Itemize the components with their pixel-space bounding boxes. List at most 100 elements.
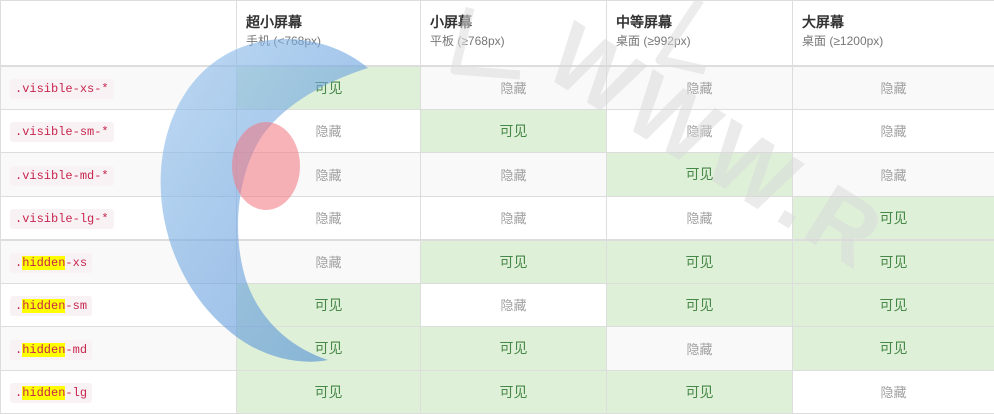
class-rest: visible-lg-* [22,212,109,226]
hidden-label: 隐藏 [500,81,527,96]
visible-label: 可见 [314,296,343,313]
visible-label: 可见 [685,383,714,400]
class-name-cell: .hidden-md [0,326,237,371]
status-cell-xs: 可见 [236,369,421,414]
status-cell-lg: 隐藏 [792,152,994,197]
status-cell-md: 隐藏 [606,195,793,240]
status-cell-lg: 可见 [792,282,994,327]
status-cell-lg: 隐藏 [792,65,994,110]
header-cell-class [0,0,237,67]
class-name-cell: .hidden-lg [0,369,237,414]
hidden-label: 隐藏 [880,167,907,183]
hidden-label: 隐藏 [500,211,527,226]
class-prefix: . [15,342,23,357]
status-cell-lg: 隐藏 [792,108,994,153]
visible-label: 可见 [499,383,528,400]
visible-label: 可见 [314,340,343,357]
hidden-label: 隐藏 [686,341,713,357]
status-cell-sm: 可见 [420,108,607,153]
class-name-cell: .visible-xs-* [0,65,237,110]
visible-label: 可见 [685,166,714,183]
status-cell-xs: 隐藏 [236,195,421,240]
class-prefix: . [15,125,23,140]
hidden-label: 隐藏 [880,81,907,96]
status-cell-sm: 可见 [420,238,607,284]
class-name-cell: .hidden-sm [0,282,237,327]
class-highlight: hidden [22,386,66,401]
visible-label: 可见 [879,209,908,226]
class-name-code: .visible-xs-* [10,79,114,99]
hidden-label: 隐藏 [880,124,907,140]
status-cell-xs: 可见 [236,65,421,110]
hidden-label: 隐藏 [686,211,713,226]
status-cell-lg: 可见 [792,238,994,284]
status-cell-sm: 隐藏 [420,282,607,327]
status-cell-xs: 可见 [236,282,421,327]
header-cell-xs: 超小屏幕 手机 (<768px) [236,0,421,67]
visible-label: 可见 [685,296,714,313]
class-prefix: . [15,82,23,96]
header-subtitle: 手机 (<768px) [246,34,322,48]
table-row: .hidden-lg 可见 可见 可见 隐藏 [0,369,994,414]
header-cell-sm: 小屏幕 平板 (≥768px) [420,0,607,67]
hidden-label: 隐藏 [315,211,342,226]
class-name-code: .hidden-sm [10,296,93,317]
table-row: .visible-md-* 隐藏 隐藏 可见 隐藏 [0,152,994,197]
status-cell-lg: 可见 [792,326,994,371]
hidden-label: 隐藏 [500,298,527,314]
status-cell-md: 可见 [606,282,793,327]
hidden-label: 隐藏 [315,124,342,140]
header-row: 超小屏幕 手机 (<768px) 小屏幕 平板 (≥768px) 中等屏幕 桌面… [0,0,994,67]
status-cell-xs: 隐藏 [236,152,421,197]
status-cell-lg: 隐藏 [792,369,994,414]
table-row: .visible-sm-* 隐藏 可见 隐藏 隐藏 [0,108,994,153]
visible-label: 可见 [879,253,908,270]
class-name-code: .hidden-md [10,339,93,360]
header-title: 大屏幕 [802,14,844,30]
table-row: .visible-xs-* 可见 隐藏 隐藏 隐藏 [0,65,994,110]
status-cell-md: 隐藏 [606,108,793,153]
hidden-label: 隐藏 [686,124,713,140]
status-cell-sm: 隐藏 [420,152,607,197]
visible-label: 可见 [314,79,343,96]
table-body: .visible-xs-* 可见 隐藏 隐藏 隐藏 .visible-sm-* 隐藏 可见 隐藏… [0,65,994,414]
header-subtitle: 桌面 (≥992px) [616,34,691,48]
status-cell-xs: 可见 [236,326,421,371]
status-cell-xs: 隐藏 [236,108,421,153]
class-rest: visible-sm-* [22,125,109,140]
class-prefix: . [15,299,23,314]
visible-label: 可见 [879,296,908,313]
hidden-label: 隐藏 [315,167,342,183]
visible-label: 可见 [685,253,714,270]
status-cell-md: 可见 [606,238,793,284]
status-cell-sm: 隐藏 [420,65,607,110]
class-name-code: .visible-md-* [10,165,114,186]
status-cell-md: 可见 [606,369,793,414]
class-prefix: . [15,168,23,183]
class-highlight: hidden [22,299,66,314]
table-row: .visible-lg-* 隐藏 隐藏 隐藏 可见 [0,195,994,240]
class-prefix: . [15,386,23,401]
class-name-cell: .visible-lg-* [0,195,237,240]
status-cell-sm: 可见 [420,369,607,414]
hidden-label: 隐藏 [315,255,342,270]
hidden-label: 隐藏 [500,167,527,183]
status-cell-md: 隐藏 [606,326,793,371]
class-name-code: .hidden-xs [10,253,93,273]
class-name-code: .visible-sm-* [10,122,114,143]
class-rest: -lg [65,386,88,401]
header-title: 超小屏幕 [246,14,302,30]
table-row: .hidden-xs 隐藏 可见 可见 可见 [0,238,994,284]
class-name-code: .hidden-lg [10,383,93,404]
visible-label: 可见 [314,383,343,400]
class-name-cell: .visible-sm-* [0,108,237,153]
table-row: .hidden-md 可见 可见 隐藏 可见 [0,326,994,371]
header-cell-md: 中等屏幕 桌面 (≥992px) [606,0,793,67]
visible-label: 可见 [499,122,528,139]
status-cell-sm: 隐藏 [420,195,607,240]
table-row: .hidden-sm 可见 隐藏 可见 可见 [0,282,994,327]
status-cell-sm: 可见 [420,326,607,371]
hidden-label: 隐藏 [880,385,907,401]
class-rest: visible-xs-* [22,82,109,96]
